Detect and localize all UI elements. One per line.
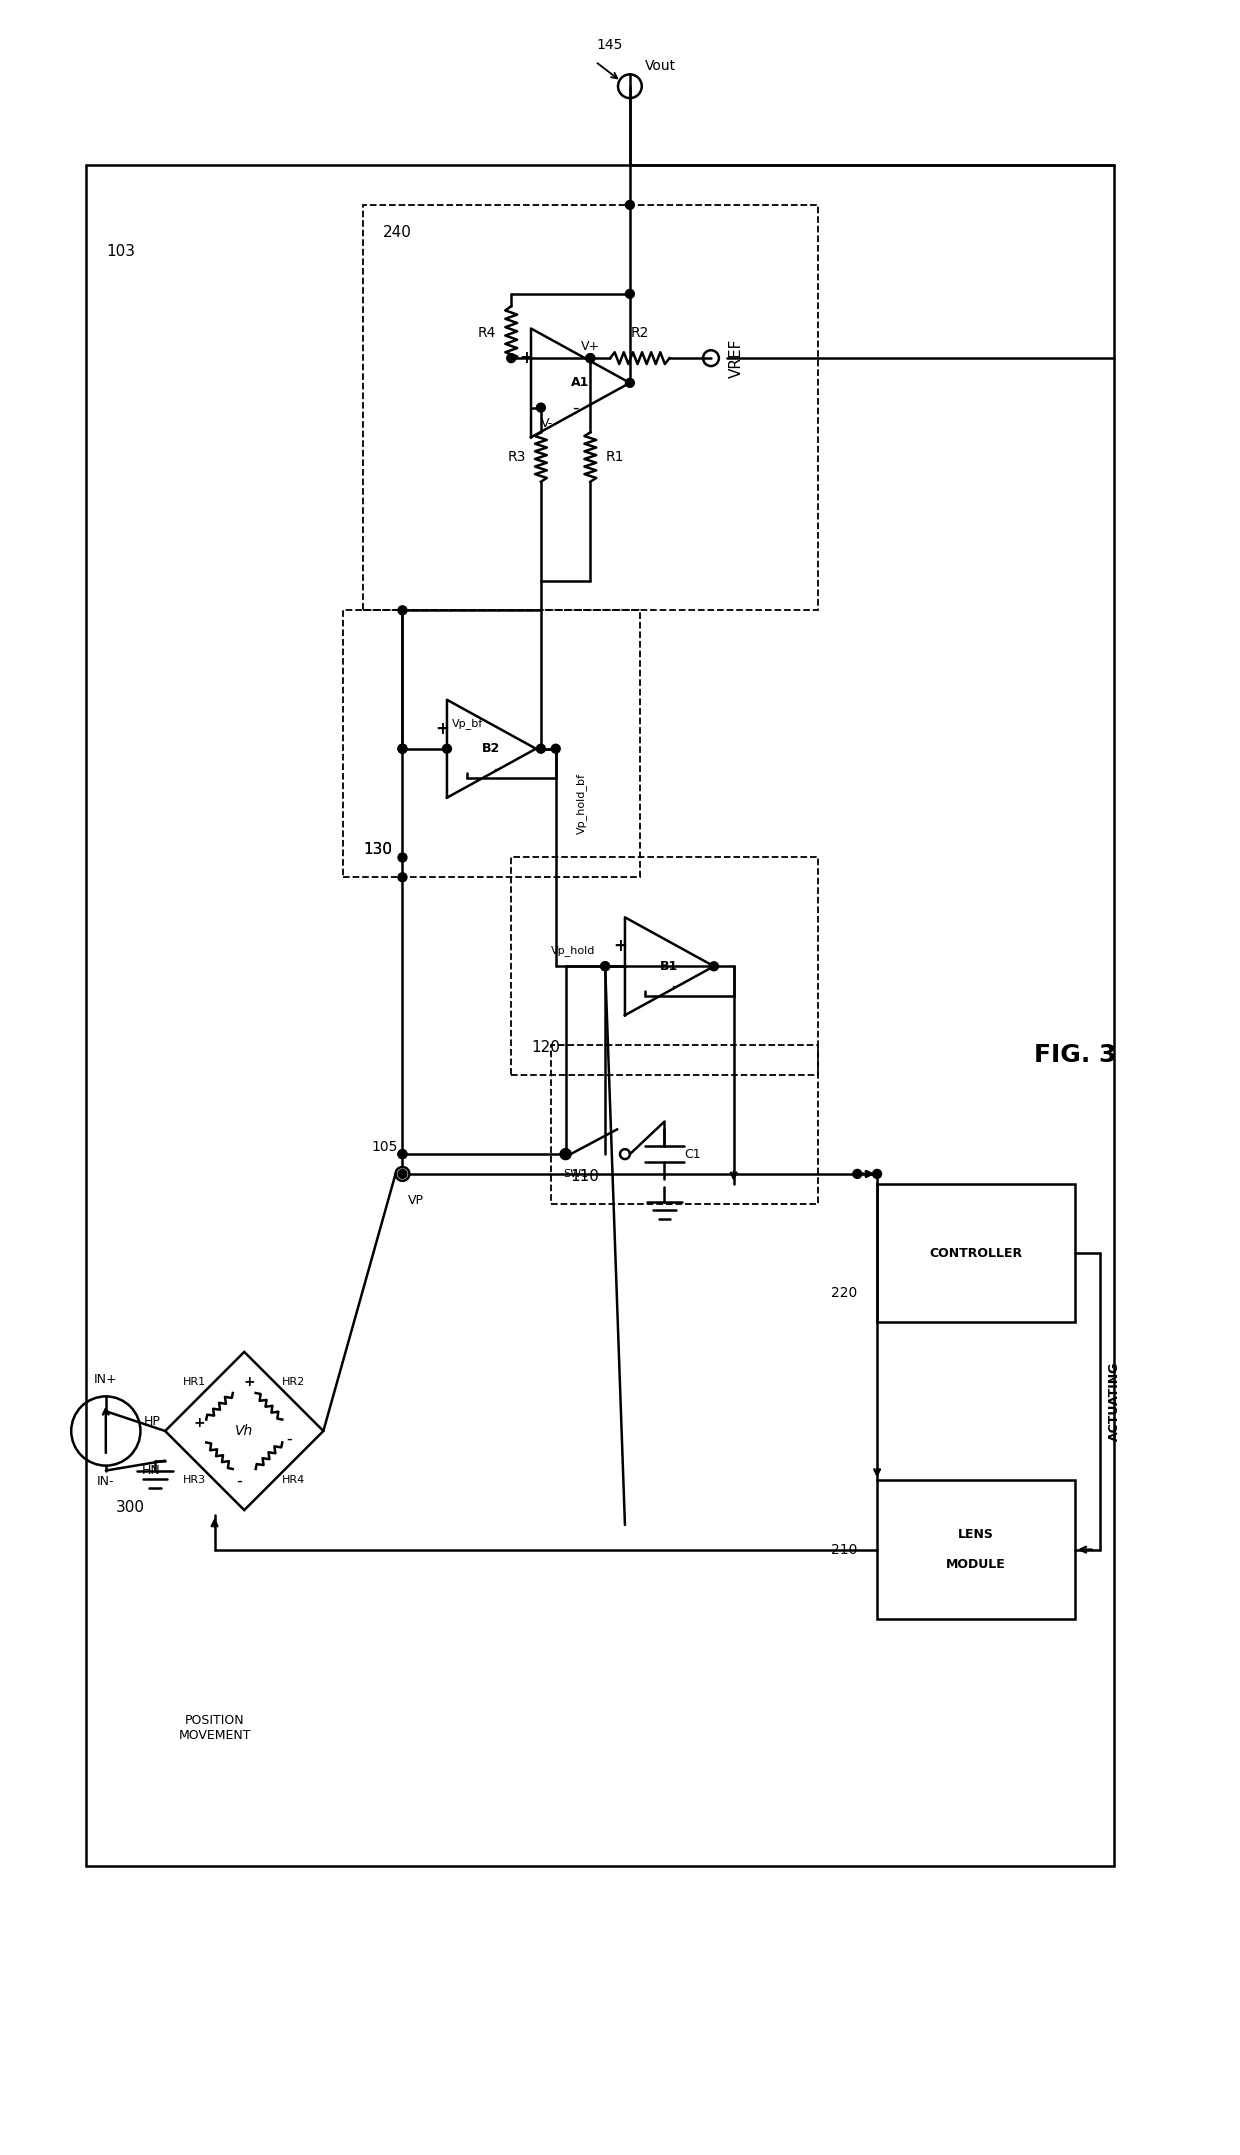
Text: +: + (520, 349, 533, 366)
Text: HR2: HR2 (281, 1377, 305, 1386)
Text: A1: A1 (572, 377, 590, 390)
Text: HN: HN (141, 1463, 160, 1476)
Circle shape (552, 743, 560, 754)
Circle shape (625, 200, 635, 209)
Text: Vh: Vh (236, 1424, 253, 1437)
Bar (551, 1045, 817, 1205)
Circle shape (585, 353, 595, 362)
Circle shape (443, 743, 451, 754)
Circle shape (398, 743, 407, 754)
Text: B2: B2 (482, 741, 501, 754)
Circle shape (709, 961, 718, 970)
Text: 300: 300 (115, 1500, 145, 1515)
Text: MODULE: MODULE (946, 1558, 1006, 1571)
Text: +: + (193, 1416, 206, 1431)
Text: +: + (435, 720, 449, 737)
Text: IN-: IN- (97, 1476, 114, 1489)
Text: R4: R4 (479, 325, 496, 340)
Circle shape (398, 873, 407, 881)
Text: -: - (237, 1472, 242, 1489)
Bar (343, 610, 640, 877)
Text: V-: V- (541, 418, 553, 431)
Text: R2: R2 (631, 325, 649, 340)
Bar (877, 1183, 1075, 1323)
Bar (511, 858, 817, 1075)
Text: 130: 130 (363, 843, 392, 858)
Text: -: - (671, 976, 677, 996)
Text: VP: VP (408, 1194, 423, 1207)
Text: CONTROLLER: CONTROLLER (930, 1246, 1023, 1259)
Text: 105: 105 (371, 1140, 398, 1155)
Text: 130: 130 (363, 843, 392, 858)
Circle shape (562, 1149, 570, 1159)
Text: HR4: HR4 (281, 1476, 305, 1485)
Text: HR1: HR1 (184, 1377, 206, 1386)
Text: B1: B1 (661, 959, 678, 972)
Circle shape (625, 289, 635, 297)
Circle shape (398, 853, 407, 862)
Circle shape (537, 743, 546, 754)
Text: ACTUATING: ACTUATING (1107, 1362, 1121, 1442)
Text: Vp_hold_bf: Vp_hold_bf (575, 774, 587, 834)
Circle shape (507, 353, 516, 362)
Text: -: - (572, 399, 579, 416)
Text: +: + (243, 1375, 255, 1388)
Text: -: - (285, 1431, 291, 1448)
Circle shape (585, 353, 595, 362)
Circle shape (600, 961, 610, 970)
Circle shape (625, 379, 635, 388)
Circle shape (537, 403, 546, 412)
Text: FIG. 3: FIG. 3 (1034, 1043, 1116, 1067)
Text: R1: R1 (605, 450, 624, 463)
Text: -: - (494, 759, 500, 778)
Text: Vout: Vout (645, 60, 676, 73)
Text: +: + (613, 937, 627, 955)
Text: C1: C1 (684, 1149, 701, 1162)
Bar (363, 205, 817, 610)
Text: HR3: HR3 (184, 1476, 206, 1485)
Text: R3: R3 (507, 450, 526, 463)
Circle shape (600, 961, 610, 970)
Text: V+: V+ (580, 340, 600, 353)
Circle shape (398, 1149, 407, 1159)
Text: 145: 145 (596, 37, 624, 52)
Circle shape (398, 743, 407, 754)
Text: HP: HP (144, 1414, 160, 1427)
Text: 210: 210 (831, 1543, 857, 1556)
Text: Vp_hold: Vp_hold (551, 946, 595, 957)
Circle shape (398, 1170, 407, 1179)
Text: 220: 220 (831, 1287, 857, 1299)
Text: 110: 110 (570, 1168, 599, 1183)
Text: 120: 120 (531, 1041, 560, 1056)
Circle shape (398, 1149, 407, 1159)
Text: VREF: VREF (729, 338, 744, 377)
Text: Vp_bf: Vp_bf (451, 718, 484, 728)
Text: 240: 240 (383, 224, 412, 239)
Text: 103: 103 (105, 244, 135, 259)
Circle shape (873, 1170, 882, 1179)
Text: POSITION
MOVEMENT: POSITION MOVEMENT (179, 1713, 250, 1741)
Text: SW1: SW1 (563, 1168, 588, 1179)
Circle shape (562, 1149, 570, 1159)
Text: IN+: IN+ (94, 1373, 118, 1386)
Bar (877, 1480, 1075, 1618)
Circle shape (853, 1170, 862, 1179)
Text: LENS: LENS (959, 1528, 994, 1541)
Circle shape (398, 606, 407, 614)
